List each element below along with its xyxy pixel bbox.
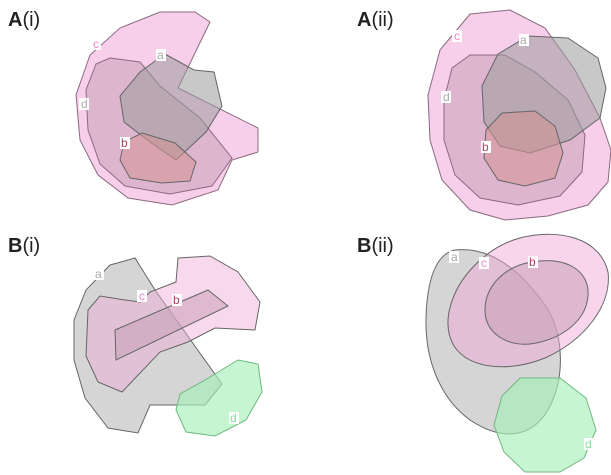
label-d: d <box>79 97 89 111</box>
svg-text:c: c <box>93 37 99 51</box>
panel-b-ii-title: B(ii) <box>357 235 394 257</box>
region-d <box>493 377 597 473</box>
svg-text:d: d <box>585 437 592 451</box>
region-a <box>73 257 223 434</box>
panel-a-ii-title: A(ii) <box>357 9 394 31</box>
label-a: a <box>94 267 104 281</box>
panel-a-i: A(i) c a d b <box>8 9 259 206</box>
panel-b-i-title: B(i) <box>8 235 40 257</box>
label-a: a <box>449 250 459 264</box>
panel-b-ii: B(ii) a c b d <box>357 233 609 473</box>
label-d: d <box>584 437 594 451</box>
svg-text:b: b <box>121 136 128 150</box>
label-d: d <box>229 411 239 425</box>
region-d <box>175 359 263 437</box>
svg-text:c: c <box>139 289 145 303</box>
panel-b-i: B(i) a c b d <box>8 235 263 437</box>
svg-text:b: b <box>529 255 536 269</box>
svg-text:a: a <box>157 48 164 62</box>
svg-text:b: b <box>482 140 489 154</box>
label-c: c <box>91 37 101 51</box>
label-c: c <box>137 289 147 303</box>
label-b: b <box>481 140 491 154</box>
panel-a-ii: A(ii) c a d b <box>357 9 611 221</box>
svg-text:b: b <box>173 293 180 307</box>
label-b: b <box>120 136 130 150</box>
label-b: b <box>528 255 538 269</box>
svg-text:a: a <box>451 250 458 264</box>
panel-a-i-title: A(i) <box>8 9 40 31</box>
label-d: d <box>441 90 451 104</box>
label-c: c <box>479 256 489 270</box>
svg-text:d: d <box>81 97 88 111</box>
label-c: c <box>452 29 462 43</box>
svg-text:c: c <box>481 256 487 270</box>
svg-text:d: d <box>443 90 450 104</box>
svg-text:c: c <box>454 29 460 43</box>
svg-text:a: a <box>520 33 527 47</box>
label-b: b <box>172 293 182 307</box>
svg-text:a: a <box>95 267 102 281</box>
svg-text:d: d <box>230 411 237 425</box>
label-a: a <box>519 33 529 47</box>
region-b <box>484 260 589 345</box>
label-a: a <box>156 48 166 62</box>
